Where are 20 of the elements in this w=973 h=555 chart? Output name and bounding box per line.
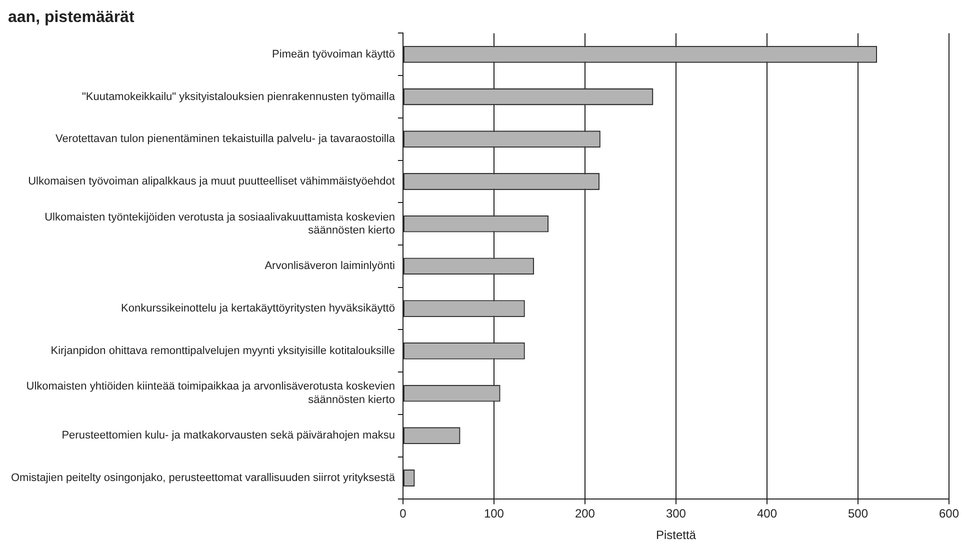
y-tick-label: Ulkomaisen työvoiman alipalkkaus ja muut puutteelliset vähimmäistyöehdot [28, 176, 395, 188]
y-tick-label: Kirjanpidon ohittava remonttipalvelujen myynti yksityisille kotitalouksille [50, 344, 395, 357]
x-tick-label: 0 [400, 506, 407, 521]
y-tick-label: Ulkomaisten työntekijöiden verotusta ja sosiaalivakuuttamista koskevien säännösten kierto [44, 211, 395, 236]
x-axis-title: Pistettä [656, 528, 696, 542]
y-tick-label: Omistajien peitelty osingonjako, perusteettomat varallisuuden siirrot yrityksestä [11, 472, 396, 484]
y-tick-label: Verotettavan tulon pienentäminen tekaistuilla palvelu- ja tavaraostoilla [56, 133, 396, 146]
x-tick-label: 200 [574, 506, 596, 521]
x-tick-label: 600 [938, 506, 960, 521]
x-tick-label: 400 [756, 506, 778, 521]
y-tick-label: Ulkomaisten yhtiöiden kiinteää toimipaikkaa ja arvonlisäverotusta koskevien säännösten kierto [26, 380, 395, 406]
y-tick-label: Arvonlisäveron laiminlyönti [264, 260, 395, 272]
x-tick-label: 100 [484, 506, 504, 521]
y-tick-label: Konkurssikeinottelu ja kertakäyttöyritysten hyväksikäyttö [121, 302, 395, 315]
text: aan, pistemäärät [8, 9, 135, 26]
y-tick-label: "Kuutamokeikkailu" yksityistalouksien pienrakennusten työmailla [82, 90, 396, 103]
y-tick-label: Pimeän työvoiman käyttö [272, 48, 395, 60]
y-tick-label: Perusteettomien kulu- ja matkakorvausten sekä päivärahojen maksu [62, 430, 395, 442]
x-tick-label: 500 [848, 506, 868, 521]
x-tick-label: 300 [666, 506, 686, 521]
